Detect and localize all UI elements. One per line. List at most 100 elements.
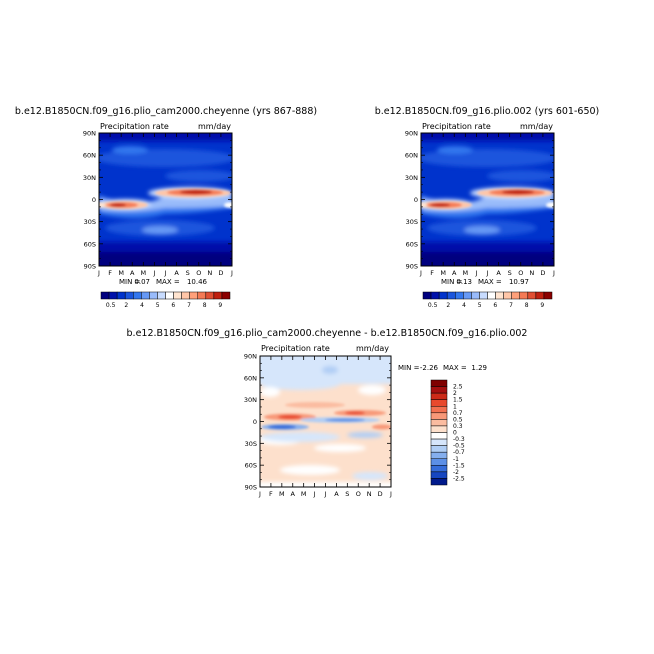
colorbar-label: 1 bbox=[453, 403, 457, 410]
colorbar-swatch bbox=[446, 291, 456, 300]
panel-2-min-value: 0.13 bbox=[456, 278, 472, 286]
panel-3-min-label: MIN = bbox=[398, 364, 420, 372]
panel-3-max-label: MAX = bbox=[443, 364, 467, 372]
panel-1-max-value: 10.46 bbox=[187, 278, 208, 286]
colorbar-swatch bbox=[527, 291, 537, 300]
colorbar-swatch bbox=[511, 291, 520, 300]
colorbar-label: -2 bbox=[453, 469, 459, 476]
y-tick-label: 30N bbox=[83, 174, 96, 182]
colorbar-label: -0.5 bbox=[453, 443, 465, 450]
y-tick-label: 30S bbox=[406, 218, 418, 226]
panel-3-variable-label: Precipitation rate bbox=[261, 344, 330, 353]
y-tick-label: 30N bbox=[244, 396, 257, 404]
y-tick-label: 60S bbox=[84, 240, 96, 248]
x-tick-label: D bbox=[540, 269, 545, 277]
colorbar-swatch bbox=[221, 291, 231, 300]
x-tick-label: S bbox=[508, 269, 512, 277]
colorbar-swatch bbox=[430, 451, 448, 459]
x-tick-label: S bbox=[186, 269, 190, 277]
x-tick-label: N bbox=[367, 490, 372, 498]
colorbar-label: 8 bbox=[525, 302, 529, 309]
x-tick-label: J bbox=[389, 490, 392, 498]
y-tick-label: 0 bbox=[253, 418, 257, 426]
colorbar-swatch bbox=[487, 291, 496, 300]
x-tick-label: J bbox=[258, 490, 261, 498]
colorbar-swatch bbox=[133, 291, 142, 300]
colorbar-label: 0.7 bbox=[453, 410, 463, 417]
colorbar-swatch bbox=[479, 291, 488, 300]
panel-3-title: b.e12.B1850CN.f09_g16.plio_cam2000.cheye… bbox=[127, 328, 528, 339]
colorbar-swatch bbox=[430, 291, 440, 300]
x-tick-label: S bbox=[345, 490, 349, 498]
x-tick-label: D bbox=[378, 490, 383, 498]
y-tick-label: 60N bbox=[405, 152, 418, 160]
panel-1-y-axis: 90N 60N 30N 0 30S 60S 90S bbox=[83, 130, 232, 271]
colorbar-swatch bbox=[173, 291, 182, 300]
panel-2-min-label: MIN = bbox=[441, 278, 463, 286]
x-tick-label: J bbox=[486, 269, 489, 277]
panel-3-colorbar: 2.521.510.70.50.30-0.3-0.5-0.7-1-1.5-2-2… bbox=[430, 379, 465, 486]
colorbar-label: -1 bbox=[453, 456, 459, 463]
colorbar-swatch bbox=[455, 291, 464, 300]
colorbar-swatch bbox=[519, 291, 529, 300]
panel-1-min-value: 0.07 bbox=[134, 278, 150, 286]
colorbar-swatch bbox=[430, 438, 448, 446]
y-tick-label: 90N bbox=[244, 353, 257, 361]
colorbar-label: -1.5 bbox=[453, 462, 465, 469]
y-tick-label: 0 bbox=[414, 196, 418, 204]
x-tick-label: M bbox=[463, 269, 469, 277]
x-tick-label: D bbox=[218, 269, 223, 277]
y-tick-label: 30S bbox=[84, 218, 96, 226]
panel-1-units-label: mm/day bbox=[198, 122, 231, 131]
colorbar-swatch bbox=[116, 291, 126, 300]
x-tick-label: A bbox=[452, 269, 457, 277]
colorbar-label: -0.3 bbox=[453, 436, 465, 443]
colorbar-label: 2 bbox=[124, 302, 128, 309]
x-tick-label: J bbox=[474, 269, 477, 277]
panel-2: b.e12.B1850CN.f09_g16.plio.002 (yrs 601-… bbox=[375, 106, 600, 309]
x-tick-label: J bbox=[313, 490, 316, 498]
colorbar-swatch bbox=[463, 291, 472, 300]
y-tick-label: 90S bbox=[406, 263, 418, 271]
panel-3-y-axis: 90N 60N 30N 0 30S 60S 90S bbox=[244, 353, 391, 492]
colorbar-swatch bbox=[430, 379, 448, 387]
colorbar-swatch bbox=[430, 471, 448, 479]
colorbar-label: 0.5 bbox=[106, 302, 116, 309]
colorbar-swatch bbox=[430, 425, 448, 433]
colorbar-swatch bbox=[503, 291, 512, 300]
panel-3: b.e12.B1850CN.f09_g16.plio_cam2000.cheye… bbox=[127, 328, 528, 498]
colorbar-swatch bbox=[213, 291, 223, 300]
colorbar-label: 5 bbox=[478, 302, 482, 309]
colorbar-swatch bbox=[471, 291, 480, 300]
x-tick-label: J bbox=[552, 269, 555, 277]
x-tick-label: M bbox=[118, 269, 124, 277]
colorbar-swatch bbox=[141, 291, 150, 300]
colorbar-label: 0.5 bbox=[453, 416, 463, 423]
x-tick-label: F bbox=[430, 269, 434, 277]
colorbar-label: 9 bbox=[218, 302, 222, 309]
x-tick-label: O bbox=[356, 490, 361, 498]
panel-1-min-label: MIN = bbox=[119, 278, 141, 286]
x-tick-label: J bbox=[324, 490, 327, 498]
colorbar-swatch bbox=[495, 291, 504, 300]
colorbar-label: -0.7 bbox=[453, 449, 465, 456]
colorbar-swatch bbox=[430, 392, 448, 400]
colorbar-label: 4 bbox=[462, 302, 466, 309]
colorbar-swatch bbox=[108, 291, 118, 300]
colorbar-label: 6 bbox=[171, 302, 175, 309]
colorbar-label: 1.5 bbox=[453, 397, 463, 404]
colorbar-swatch bbox=[430, 458, 448, 466]
panel-1-colorbar: 0.5 2 4 5 6 7 8 9 bbox=[100, 291, 231, 309]
panel-3-min-value: -2.26 bbox=[420, 364, 439, 372]
colorbar-swatch bbox=[181, 291, 190, 300]
panel-2-title: b.e12.B1850CN.f09_g16.plio.002 (yrs 601-… bbox=[375, 106, 600, 117]
x-tick-label: J bbox=[97, 269, 100, 277]
x-tick-label: J bbox=[230, 269, 233, 277]
colorbar-swatch bbox=[430, 445, 448, 453]
colorbar-label: 4 bbox=[140, 302, 144, 309]
panel-2-units-label: mm/day bbox=[520, 122, 553, 131]
panel-3-contour-field bbox=[260, 356, 391, 487]
y-tick-label: 60S bbox=[245, 462, 257, 470]
x-tick-label: M bbox=[301, 490, 307, 498]
